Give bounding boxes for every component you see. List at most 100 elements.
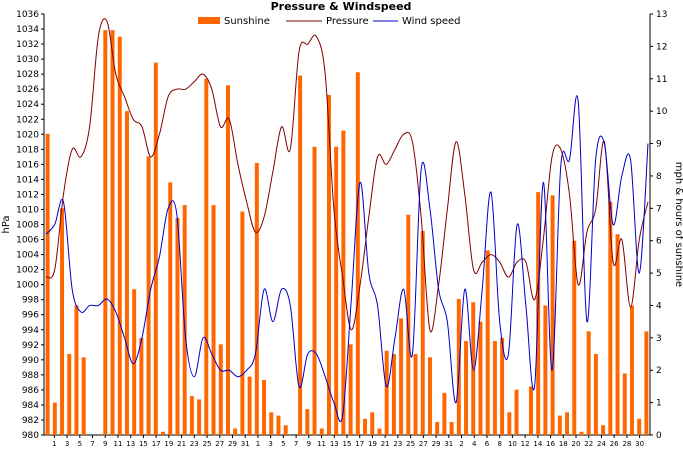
y-left-tick-label: 1024 [16, 100, 39, 110]
x-tick-label: 8 [497, 440, 501, 448]
sunshine-bar [586, 331, 591, 435]
y-left-tick-label: 1008 [16, 221, 39, 231]
x-tick-label: 12 [521, 440, 530, 448]
sunshine-bar [644, 331, 649, 435]
x-tick-label: 14 [533, 440, 542, 448]
x-tick-label: 15 [343, 440, 352, 448]
x-tick-label: 18 [559, 440, 568, 448]
sunshine-bar [377, 428, 382, 435]
sunshine-bar [52, 402, 57, 435]
y-left-tick-label: 980 [22, 431, 39, 441]
sunshine-bar [471, 302, 476, 435]
sunshine-bar [233, 428, 238, 435]
y-right-axis-label: mph & hours of sunshine [673, 162, 683, 287]
x-tick-label: 19 [368, 440, 377, 448]
sunshine-bar [110, 30, 115, 435]
sunshine-bar [622, 373, 627, 435]
sunshine-bar [276, 415, 281, 435]
sunshine-bar [262, 379, 267, 435]
x-tick-label: 29 [432, 440, 441, 448]
sunshine-bar [175, 218, 180, 435]
sunshine-bar [615, 234, 620, 435]
x-tick-label: 29 [228, 440, 237, 448]
y-left-tick-label: 1020 [16, 130, 39, 140]
y-left-tick-label: 1036 [16, 10, 39, 20]
y-left-tick-label: 1032 [16, 40, 39, 50]
legend-pressure-label: Pressure [326, 16, 369, 27]
sunshine-bar [608, 201, 613, 435]
x-tick-label: 10 [508, 440, 517, 448]
sunshine-bar [189, 396, 194, 435]
x-tick-label: 2 [459, 440, 463, 448]
y-right-tick-label: 11 [656, 75, 667, 85]
sunshine-bar [283, 425, 288, 435]
sunshine-bar [225, 85, 230, 435]
y-right-tick-label: 7 [656, 204, 662, 214]
y-right-tick-label: 5 [656, 269, 662, 279]
y-right-tick-label: 0 [656, 431, 662, 441]
pressure-line [45, 18, 649, 333]
sunshine-bar [514, 389, 519, 435]
x-tick-label: 27 [419, 440, 428, 448]
sunshine-bar [464, 341, 469, 435]
sunshine-bar [601, 425, 606, 435]
x-tick-label: 31 [444, 440, 453, 448]
x-tick-label: 6 [485, 440, 490, 448]
x-tick-label: 26 [610, 440, 619, 448]
y-left-tick-label: 1026 [16, 85, 39, 95]
sunshine-bar [197, 399, 202, 435]
y-left-tick-label: 996 [22, 311, 39, 321]
y-left-tick-label: 1016 [16, 160, 39, 170]
sunshine-bar [579, 431, 584, 435]
x-tick-label: 1 [52, 440, 56, 448]
y-left-tick-label: 1010 [16, 205, 39, 215]
x-tick-label: 3 [268, 440, 272, 448]
x-tick-label: 7 [294, 440, 298, 448]
sunshine-bar [161, 431, 166, 435]
y-left-axis-label: hPa [1, 215, 12, 233]
y-right-tick-label: 2 [656, 366, 662, 376]
sunshine-bar [507, 412, 512, 435]
sunshine-bar [442, 392, 447, 435]
sunshine-bar [550, 195, 555, 435]
sunshine-bar [492, 341, 497, 435]
sunshine-bar [565, 412, 570, 435]
y-left-tick-label: 994 [22, 326, 39, 336]
x-tick-label: 11 [114, 440, 123, 448]
sunshine-bar [146, 156, 151, 435]
sunshine-bar [312, 146, 317, 435]
sunshine-bar [449, 422, 454, 435]
x-tick-label: 1 [256, 440, 260, 448]
y-left-tick-label: 998 [22, 296, 39, 306]
x-tick-label: 11 [317, 440, 326, 448]
sunshine-bar [413, 354, 418, 435]
sunshine-bar [427, 357, 432, 435]
x-tick-label: 13 [126, 440, 135, 448]
sunshine-bar [204, 78, 209, 436]
sunshine-bar [629, 305, 634, 435]
sunshine-bar [593, 354, 598, 435]
sunshine-bar [139, 337, 144, 435]
sunshine-bar [153, 62, 158, 435]
y-left-tick-label: 1030 [16, 55, 39, 65]
y-right-tick-label: 1 [656, 399, 662, 409]
sunshine-bar [557, 415, 562, 435]
x-tick-label: 15 [139, 440, 148, 448]
x-tick-label: 27 [215, 440, 224, 448]
x-tick-label: 30 [635, 440, 644, 448]
y-right-tick-label: 3 [656, 334, 662, 344]
y-left-tick-label: 1006 [16, 236, 39, 246]
y-right-tick-label: 6 [656, 237, 662, 247]
sunshine-bar [355, 72, 360, 436]
sunshine-bar [124, 111, 129, 436]
x-tick-label: 21 [177, 440, 186, 448]
legend-sunshine-swatch [198, 17, 220, 24]
x-tick-label: 28 [622, 440, 631, 448]
y-left-tick-label: 1012 [16, 190, 39, 200]
x-tick-label: 4 [472, 440, 477, 448]
y-left-tick-label: 988 [22, 371, 39, 381]
sunshine-bar [269, 412, 274, 435]
sunshine-bar [74, 305, 79, 435]
sunshine-bar [391, 354, 396, 435]
